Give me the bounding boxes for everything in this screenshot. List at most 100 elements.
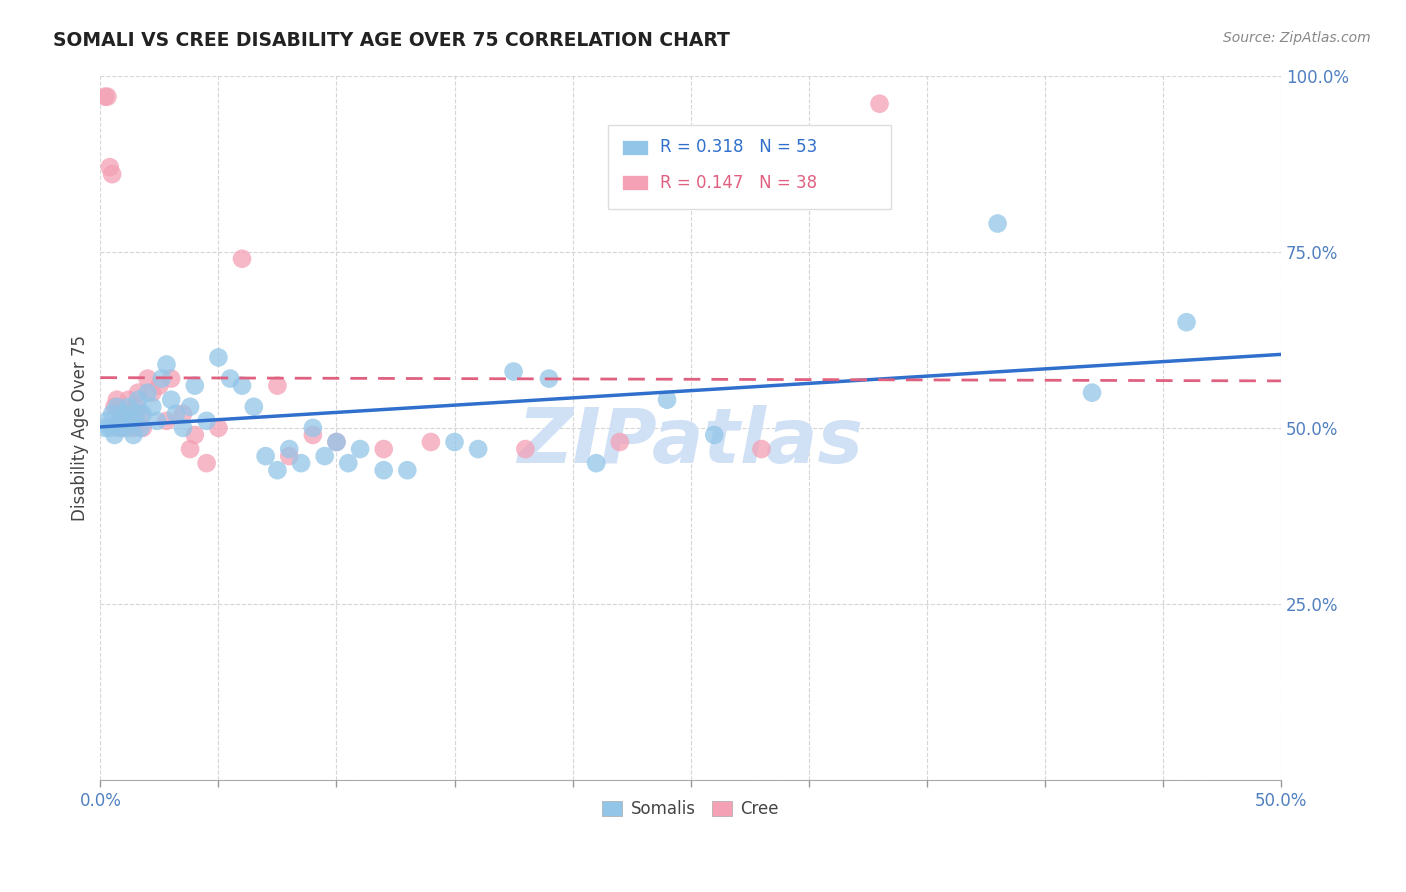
Point	[105, 400, 128, 414]
Point	[155, 358, 177, 372]
Point	[129, 407, 152, 421]
Point	[160, 392, 183, 407]
Point	[150, 371, 173, 385]
Point	[325, 435, 347, 450]
Point	[325, 435, 347, 450]
Point	[179, 400, 201, 414]
Point	[1081, 385, 1104, 400]
Point	[290, 456, 312, 470]
Point	[278, 449, 301, 463]
Point	[120, 407, 142, 421]
Point	[136, 371, 159, 385]
Point	[108, 414, 131, 428]
Point	[314, 449, 336, 463]
Point	[302, 421, 325, 435]
Point	[129, 421, 152, 435]
Point	[115, 414, 138, 428]
Point	[373, 442, 395, 456]
Point	[467, 442, 489, 456]
Point	[172, 421, 194, 435]
Point	[101, 407, 124, 421]
Point	[207, 351, 229, 365]
Point	[110, 421, 132, 435]
Point	[141, 400, 163, 414]
Point	[115, 421, 138, 435]
Point	[146, 414, 169, 428]
Point	[96, 89, 118, 103]
Point	[112, 407, 135, 421]
Point	[105, 392, 128, 407]
Point	[751, 442, 773, 456]
Point	[254, 449, 277, 463]
Text: R = 0.147   N = 38: R = 0.147 N = 38	[659, 174, 817, 192]
Point	[96, 414, 118, 428]
Point	[136, 385, 159, 400]
Point	[537, 371, 560, 385]
Y-axis label: Disability Age Over 75: Disability Age Over 75	[72, 334, 89, 521]
Point	[703, 428, 725, 442]
Point	[155, 414, 177, 428]
FancyBboxPatch shape	[623, 175, 648, 190]
Point	[443, 435, 465, 450]
Point	[125, 400, 148, 414]
Point	[609, 435, 631, 450]
Point	[110, 414, 132, 428]
Point	[94, 89, 117, 103]
Point	[118, 400, 141, 414]
Point	[302, 428, 325, 442]
Point	[172, 407, 194, 421]
Point	[127, 385, 149, 400]
Point	[132, 421, 155, 435]
Point	[266, 463, 288, 477]
Point	[120, 414, 142, 428]
Point	[165, 407, 187, 421]
Point	[266, 378, 288, 392]
Point	[231, 252, 253, 266]
Point	[869, 96, 891, 111]
Point	[373, 463, 395, 477]
Point	[207, 421, 229, 435]
Point	[337, 456, 360, 470]
Point	[122, 428, 145, 442]
Point	[125, 407, 148, 421]
Point	[94, 421, 117, 435]
Point	[112, 407, 135, 421]
Point	[98, 421, 121, 435]
Point	[987, 217, 1010, 231]
Point	[515, 442, 537, 456]
Point	[419, 435, 441, 450]
Point	[184, 428, 207, 442]
Legend: Somalis, Cree: Somalis, Cree	[596, 794, 786, 825]
Point	[278, 442, 301, 456]
Text: SOMALI VS CREE DISABILITY AGE OVER 75 CORRELATION CHART: SOMALI VS CREE DISABILITY AGE OVER 75 CO…	[53, 31, 730, 50]
Text: Source: ZipAtlas.com: Source: ZipAtlas.com	[1223, 31, 1371, 45]
Point	[118, 392, 141, 407]
Point	[396, 463, 419, 477]
FancyBboxPatch shape	[607, 125, 891, 210]
Point	[141, 385, 163, 400]
Point	[148, 378, 170, 392]
Point	[108, 421, 131, 435]
Point	[349, 442, 371, 456]
Point	[585, 456, 607, 470]
Point	[160, 371, 183, 385]
Point	[502, 365, 524, 379]
Point	[231, 378, 253, 392]
Point	[243, 400, 266, 414]
Point	[132, 407, 155, 421]
Point	[195, 414, 218, 428]
FancyBboxPatch shape	[623, 140, 648, 155]
Point	[122, 421, 145, 435]
Point	[103, 400, 125, 414]
Point	[179, 442, 201, 456]
Point	[184, 378, 207, 392]
Point	[98, 160, 121, 174]
Text: ZIPatlas: ZIPatlas	[517, 405, 863, 479]
Point	[195, 456, 218, 470]
Point	[103, 428, 125, 442]
Point	[127, 392, 149, 407]
Point	[101, 167, 124, 181]
Point	[655, 392, 678, 407]
Point	[219, 371, 242, 385]
Point	[1175, 315, 1198, 329]
